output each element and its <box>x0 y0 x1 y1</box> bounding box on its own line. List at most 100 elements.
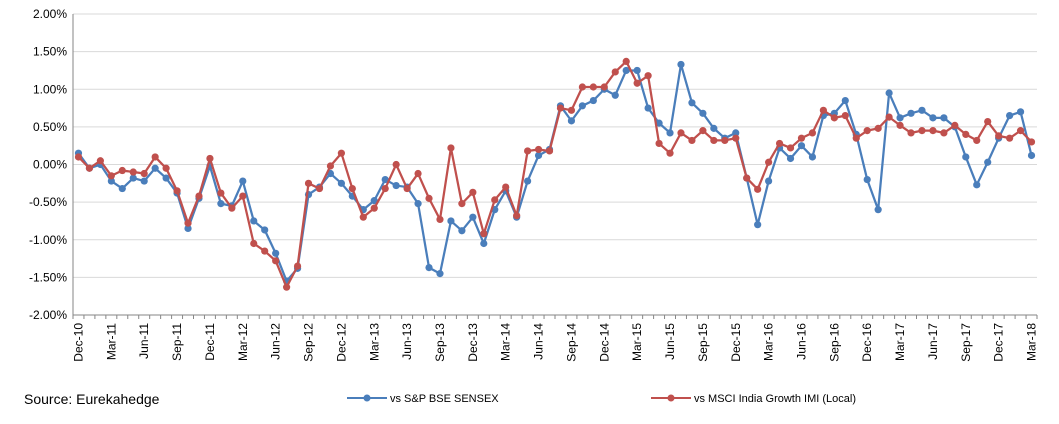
data-point <box>348 184 356 193</box>
data-point <box>743 174 751 182</box>
data-point <box>775 139 784 148</box>
x-tick-label: Jun-16 <box>794 323 808 360</box>
data-point <box>918 127 926 135</box>
data-point <box>436 270 444 278</box>
axes <box>72 14 1038 319</box>
data-point <box>206 154 214 163</box>
data-point <box>710 136 718 145</box>
data-point <box>765 177 773 185</box>
legend-label-msci: vs MSCI India Growth IMI (Local) <box>694 393 856 405</box>
data-point <box>545 147 554 155</box>
x-tick-label: Mar-17 <box>893 323 907 361</box>
data-point <box>337 179 345 187</box>
data-point <box>600 83 608 91</box>
x-tick-label: Mar-14 <box>499 323 513 361</box>
data-point <box>644 72 652 80</box>
data-point <box>162 174 170 182</box>
data-point <box>863 127 871 135</box>
x-tick-label: Jun-11 <box>137 323 151 359</box>
gridlines <box>73 13 1037 316</box>
x-tick-label: Dec-17 <box>992 323 1006 362</box>
x-tick-label: Mar-13 <box>367 323 381 361</box>
data-point <box>337 149 345 157</box>
data-point <box>173 187 181 195</box>
data-point <box>808 129 817 137</box>
data-point <box>929 127 937 135</box>
x-tick-label: Dec-10 <box>71 323 85 362</box>
data-point <box>480 239 488 248</box>
x-tick-label: Sep-16 <box>827 323 841 362</box>
y-tick-label: 1.00% <box>33 82 67 96</box>
x-tick-label: Jun-12 <box>269 323 283 360</box>
data-point <box>929 114 937 122</box>
y-tick-label: 0.00% <box>33 158 67 172</box>
data-point <box>534 151 543 160</box>
legend-item-sensex: vs S&P BSE SENSEX <box>347 393 499 405</box>
data-point <box>841 111 849 120</box>
data-point <box>863 175 871 184</box>
data-point <box>852 134 860 142</box>
data-point <box>195 192 203 200</box>
data-point <box>447 217 455 225</box>
data-point <box>359 213 367 221</box>
data-point <box>973 181 981 189</box>
data-point <box>1006 111 1014 120</box>
data-point <box>250 217 258 225</box>
data-point <box>414 169 422 178</box>
data-point <box>458 200 466 208</box>
data-point <box>107 172 115 180</box>
y-tick-label: -1.00% <box>29 233 67 247</box>
x-tick-label: Mar-12 <box>236 323 250 361</box>
y-tick-label: 0.50% <box>33 120 67 134</box>
data-point <box>688 99 696 107</box>
data-point <box>1027 138 1036 146</box>
data-point <box>666 129 674 137</box>
data-point <box>644 104 652 112</box>
data-point <box>896 121 904 129</box>
data-point <box>239 192 247 200</box>
data-point <box>984 158 992 166</box>
data-point <box>272 257 280 265</box>
series-line <box>77 63 1033 283</box>
data-point <box>885 89 893 97</box>
legend-swatch-marker-sensex <box>363 394 371 402</box>
data-point <box>721 136 729 145</box>
data-point <box>677 60 685 69</box>
data-point <box>688 136 696 145</box>
data-point <box>611 68 619 76</box>
data-point <box>962 130 970 138</box>
x-tick-label: Jun-17 <box>926 323 940 360</box>
data-point <box>261 226 269 234</box>
y-tick-label: -0.50% <box>29 195 67 209</box>
data-point <box>74 153 83 161</box>
data-point <box>370 204 378 212</box>
data-point <box>797 134 806 142</box>
data-point <box>765 158 773 166</box>
x-tick-label: Jun-14 <box>532 323 546 360</box>
data-point <box>567 117 576 125</box>
source-note: Source: Eurekahedge <box>24 391 160 407</box>
data-point <box>1027 151 1036 160</box>
data-point <box>710 124 718 132</box>
legend-label-sensex: vs S&P BSE SENSEX <box>390 393 499 405</box>
data-point <box>436 215 444 224</box>
data-point <box>874 124 882 132</box>
data-point <box>96 157 104 165</box>
data-point <box>129 168 137 176</box>
data-point <box>458 227 466 235</box>
y-tick-label: -1.50% <box>29 270 67 284</box>
x-tick-label: Sep-11 <box>170 323 184 361</box>
x-tick-label: Mar-11 <box>104 323 118 360</box>
data-point <box>1006 134 1014 142</box>
data-point <box>140 169 148 178</box>
y-tick-label: -2.00% <box>29 308 67 322</box>
data-point <box>250 239 258 248</box>
data-point <box>907 109 915 117</box>
data-point <box>655 119 663 127</box>
data-point <box>622 66 630 75</box>
data-point <box>633 79 641 87</box>
data-point <box>107 177 115 185</box>
data-point <box>315 184 324 193</box>
data-point <box>381 184 389 193</box>
